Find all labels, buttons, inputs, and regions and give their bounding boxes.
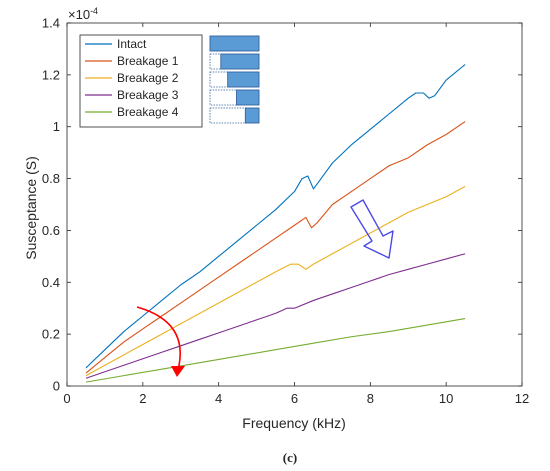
y-exponent-base: ×10: [68, 7, 90, 22]
y-tick-label: 0.6: [42, 223, 60, 238]
x-tick-label: 2: [139, 391, 146, 406]
y-tick-label: 0: [53, 379, 60, 394]
y-tick-label: 1.2: [42, 67, 60, 82]
pipe-intact-section-5: [244, 107, 260, 124]
x-tick-label: 10: [439, 391, 453, 406]
x-axis-label: Frequency (kHz): [242, 415, 345, 431]
legend-label-5: Breakage 4: [117, 105, 179, 119]
x-tick-label: 8: [367, 391, 374, 406]
y-tick-label: 0.4: [42, 275, 60, 290]
legend-label-4: Breakage 3: [117, 88, 179, 102]
y-exponent-power: -4: [90, 6, 98, 16]
x-tick-label: 0: [63, 391, 70, 406]
pipe-intact-section-3: [227, 71, 260, 88]
annotations: [136, 199, 394, 377]
figure-caption: (c): [283, 450, 297, 465]
red-curved-arrow: [136, 306, 181, 371]
series-line-4: [85, 253, 466, 379]
y-tick-label: 1: [53, 119, 60, 134]
legend-label-2: Breakage 1: [117, 54, 179, 68]
x-tick-label: 12: [515, 391, 529, 406]
blue-block-arrow: [350, 199, 394, 259]
pipe-intact-section-2: [220, 53, 260, 70]
y-tick-label: 0.2: [42, 327, 60, 342]
series-line-5: [85, 318, 466, 383]
series-line-1: [85, 64, 466, 369]
pipe-intact-section-1: [209, 35, 260, 52]
y-tick-label: 0.8: [42, 171, 60, 186]
axes: 0 2 4 6 8 10 12 0 0.2 0.4 0.6 0.8 1 1.2 1.4: [42, 16, 529, 407]
y-tick-label: 1.4: [42, 16, 60, 31]
red-arrow-head: [171, 366, 185, 377]
series-line-3: [85, 185, 466, 377]
x-tick-label: 6: [291, 391, 298, 406]
series-line-2: [85, 121, 466, 374]
legend-label-1: Intact: [117, 37, 147, 51]
pipe-intact-section-4: [236, 89, 260, 106]
y-axis-exponent: ×10-4: [68, 6, 98, 22]
y-axis-label: Susceptance (S): [23, 156, 39, 260]
legend-label-3: Breakage 2: [117, 71, 179, 85]
legend: Intact Breakage 1 Breakage 2 Breakage 3 Brea…: [79, 34, 260, 128]
x-tick-label: 4: [215, 391, 222, 406]
series-lines: [85, 64, 466, 383]
